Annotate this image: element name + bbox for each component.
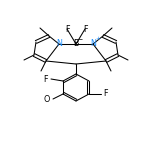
Text: F: F bbox=[44, 74, 48, 83]
Text: +: + bbox=[95, 36, 101, 41]
Text: O: O bbox=[44, 95, 50, 104]
Text: −: − bbox=[78, 36, 83, 41]
Text: B: B bbox=[73, 40, 79, 48]
Text: F: F bbox=[104, 90, 108, 98]
Text: F: F bbox=[65, 24, 69, 33]
Text: N: N bbox=[90, 40, 96, 48]
Text: N: N bbox=[56, 40, 62, 48]
Text: F: F bbox=[83, 24, 87, 33]
